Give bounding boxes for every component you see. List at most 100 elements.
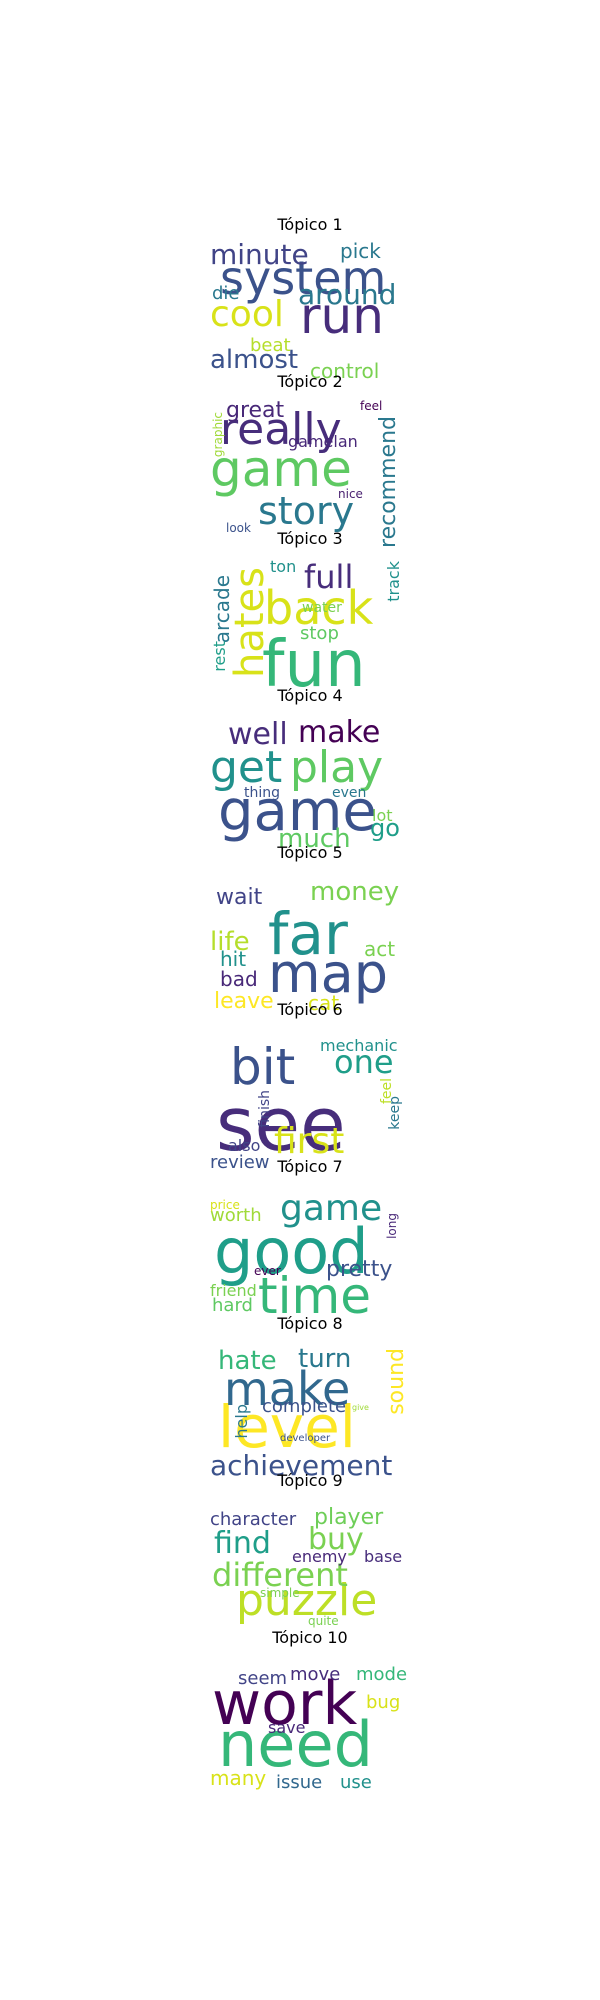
cloud-word: complete xyxy=(262,1396,347,1417)
cloud-word: control xyxy=(310,359,380,383)
cloud-word: worth xyxy=(210,1205,262,1226)
cloud-word: level xyxy=(218,1393,356,1461)
topic-title: Tópico 6 xyxy=(277,1000,343,1019)
cloud-word: ever xyxy=(254,1264,281,1278)
cloud-word: track xyxy=(384,561,403,602)
cloud-word: leave xyxy=(214,989,274,1014)
cloud-word: cat xyxy=(308,991,340,1015)
cloud-word: friend xyxy=(210,1281,257,1300)
cloud-word: also xyxy=(228,1136,261,1155)
word-cloud: system run cool minute around almost control pi… xyxy=(210,233,410,382)
topic-title: Tópico 10 xyxy=(272,1628,348,1647)
cloud-word: play xyxy=(290,742,384,793)
cloud-word: system xyxy=(220,251,387,305)
cloud-word: go xyxy=(370,814,400,842)
cloud-word: finish xyxy=(257,1090,273,1128)
cloud-word: rest xyxy=(210,641,229,672)
cloud-word: graphic xyxy=(211,412,225,458)
cloud-word: nice xyxy=(338,487,363,501)
cloud-word: great xyxy=(226,398,285,423)
cloud-word: bad xyxy=(220,967,258,991)
word-cloud: game play get well make much go lot thing even xyxy=(210,704,410,853)
cloud-word: game xyxy=(210,440,352,498)
cloud-word: ton xyxy=(270,557,297,576)
cloud-word: hate xyxy=(218,1346,277,1376)
cloud-word: price xyxy=(210,1198,240,1212)
cloud-word: story xyxy=(258,489,355,533)
cloud-word: even xyxy=(332,785,367,801)
cloud-word: find xyxy=(214,1526,271,1561)
cloud-word: around xyxy=(298,278,397,311)
cloud-word: mechanic xyxy=(320,1036,398,1055)
cloud-word: need xyxy=(218,1708,373,1781)
word-cloud: game really story great recommend gamelan nice… xyxy=(210,390,410,548)
cloud-word: beat xyxy=(250,335,291,356)
cloud-word: fun xyxy=(262,628,366,702)
cloud-word: review xyxy=(210,1152,270,1173)
topic-title: Tópico 5 xyxy=(277,843,343,862)
cloud-word: see xyxy=(216,1082,346,1168)
cloud-word: arcade xyxy=(210,575,234,644)
cloud-word: simple xyxy=(260,1586,300,1600)
topic-title: Tópico 3 xyxy=(277,529,343,548)
topic-title: Tópico 4 xyxy=(277,686,343,705)
cloud-word: die xyxy=(212,283,240,304)
cloud-word: base xyxy=(364,1547,403,1566)
cloud-word: hates xyxy=(227,567,273,678)
cloud-word: stop xyxy=(300,623,339,644)
cloud-word: cool xyxy=(210,294,284,335)
cloud-word: give xyxy=(352,1403,369,1412)
cloud-word: puzzle xyxy=(236,1575,378,1626)
word-cloud: good time game pretty worth hard friend price ev… xyxy=(210,1175,410,1322)
cloud-word: different xyxy=(212,1556,348,1594)
cloud-word: turn xyxy=(298,1344,352,1374)
topic-title: Tópico 7 xyxy=(277,1157,343,1176)
cloud-word: seem xyxy=(238,1668,288,1689)
cloud-word: first xyxy=(274,1121,345,1162)
cloud-word: money xyxy=(310,877,400,907)
cloud-word: bit xyxy=(230,1038,296,1096)
cloud-word: issue xyxy=(276,1772,323,1793)
cloud-word: player xyxy=(314,1505,384,1530)
cloud-word: character xyxy=(210,1509,297,1530)
cloud-word: back xyxy=(264,581,374,635)
cloud-word: water xyxy=(302,600,342,616)
cloud-word: developer xyxy=(280,1433,331,1444)
cloud-word: gamelan xyxy=(288,432,358,451)
cloud-word: sound xyxy=(384,1348,409,1415)
cloud-word: mode xyxy=(356,1664,408,1685)
cloud-word: use xyxy=(340,1772,372,1793)
cloud-word: enemy xyxy=(292,1547,347,1566)
topic-title: Tópico 9 xyxy=(277,1471,343,1490)
cloud-word: help xyxy=(232,1404,251,1439)
cloud-word: map xyxy=(268,942,388,1005)
cloud-word: feel xyxy=(360,399,383,413)
cloud-word: make xyxy=(224,1362,351,1416)
cloud-word: minute xyxy=(210,238,309,271)
cloud-word: one xyxy=(334,1043,394,1081)
cloud-word: look xyxy=(226,521,251,535)
word-cloud: fun back hates full arcade stop track rest ton wa… xyxy=(210,547,410,698)
word-cloud: level make achievement hate turn sound complet… xyxy=(210,1332,410,1480)
cloud-word: many xyxy=(210,1766,267,1790)
cloud-word: get xyxy=(210,742,283,793)
cloud-word: act xyxy=(364,937,396,961)
word-cloud: need work seem move mode bug save many issue use xyxy=(210,1646,410,1792)
word-cloud: puzzle different find buy player character ene… xyxy=(210,1489,410,1628)
cloud-word: much xyxy=(278,824,351,854)
cloud-word: good xyxy=(214,1215,369,1288)
cloud-word: bug xyxy=(366,1692,401,1713)
word-cloud: see bit one first review also mechanic keep feel… xyxy=(210,1018,410,1172)
cloud-word: quite xyxy=(308,1614,339,1628)
topic-title: Tópico 1 xyxy=(277,215,343,234)
cloud-word: well xyxy=(228,717,288,752)
cloud-word: really xyxy=(220,404,342,455)
cloud-word: buy xyxy=(308,1522,364,1557)
cloud-word: full xyxy=(304,558,354,596)
cloud-word: life xyxy=(210,927,250,957)
cloud-word: achievement xyxy=(210,1449,393,1482)
cloud-word: almost xyxy=(210,345,299,375)
cloud-word: pick xyxy=(340,239,381,263)
cloud-word: run xyxy=(300,287,384,345)
cloud-word: wait xyxy=(216,885,263,910)
